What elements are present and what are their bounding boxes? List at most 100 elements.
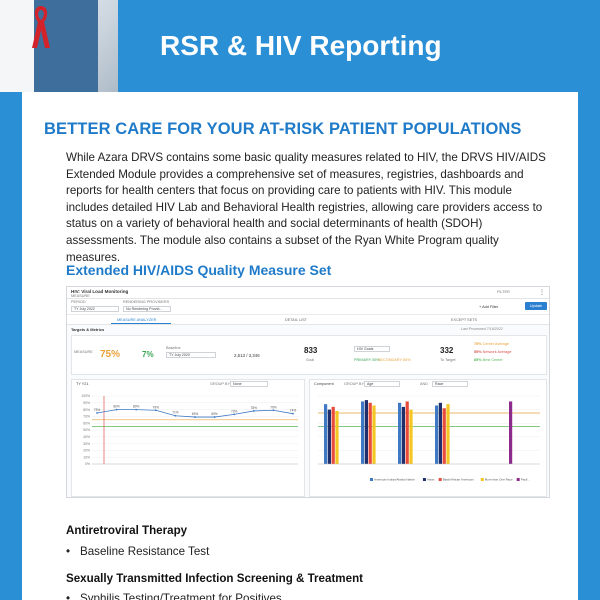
add-filter-button[interactable]: + Add Filter bbox=[479, 305, 499, 309]
legend-label: American Indian/Alaska Native bbox=[374, 478, 415, 482]
bar bbox=[368, 402, 372, 464]
data-label: 69% bbox=[211, 412, 218, 416]
tab-detail-list[interactable]: DETAIL LIST bbox=[285, 318, 307, 322]
baseline-label: Baseline bbox=[166, 346, 181, 350]
trend-point bbox=[96, 412, 98, 414]
hiv-goals-select[interactable]: HIV Goals bbox=[354, 346, 390, 352]
component-panel: Component GROUP BY Age AND Race American… bbox=[309, 379, 547, 497]
bar bbox=[401, 406, 405, 464]
trend-point bbox=[252, 410, 255, 412]
filter-label[interactable]: FILTER bbox=[497, 290, 510, 294]
right-rail bbox=[578, 92, 600, 600]
legend-swatch bbox=[438, 478, 442, 481]
kpi-side-label: MEASURE bbox=[74, 350, 93, 354]
legend-label: Black/African American bbox=[443, 478, 474, 482]
data-label: 80% bbox=[133, 405, 140, 409]
trend-panel-title: TY Y21 bbox=[76, 382, 89, 386]
left-rail bbox=[0, 92, 22, 600]
lead-heading: BETTER CARE FOR YOUR AT-RISK PATIENT POP… bbox=[44, 120, 522, 138]
trend-point bbox=[272, 409, 275, 412]
trend-panel: TY Y21 GROUP BY None 100% 90% 80% 70% 60% 50%… bbox=[71, 379, 305, 497]
component-group-by-select[interactable]: Age bbox=[364, 381, 400, 387]
legend-swatch bbox=[370, 478, 373, 481]
data-label: 80% bbox=[113, 405, 120, 409]
update-button[interactable]: Update bbox=[525, 302, 547, 310]
legend-label: Asian bbox=[427, 478, 435, 482]
bar bbox=[409, 409, 413, 464]
y-tick-label: 30% bbox=[83, 442, 90, 446]
y-tick-label: 40% bbox=[83, 435, 90, 439]
data-label: 69% bbox=[192, 412, 199, 416]
component-and-select[interactable]: Race bbox=[432, 381, 468, 387]
provider-label: RENDERING PROVIDERS bbox=[123, 300, 170, 304]
tab-except-sets[interactable]: EXCEPT SETS bbox=[451, 318, 478, 322]
component-group-by-label: GROUP BY bbox=[344, 382, 364, 386]
secondary-goal: SECONDARY 65% bbox=[378, 358, 411, 362]
period-label: PERIOD bbox=[71, 300, 86, 304]
intro-paragraph: While Azara DRVS contains some basic qua… bbox=[66, 151, 546, 264]
kpi-percent: 75% bbox=[100, 349, 121, 360]
data-label: 74% bbox=[290, 409, 297, 413]
bar bbox=[438, 402, 442, 464]
kpi-row: MEASURE 75% 7% Baseline TY July 2020 2,5… bbox=[71, 335, 547, 375]
data-label: 75% bbox=[94, 408, 101, 412]
category-antiretroviral: Antiretroviral Therapy bbox=[66, 524, 188, 537]
y-tick-label: 70% bbox=[83, 415, 90, 419]
measure-title: HIV: Viral Load Monitoring bbox=[71, 289, 129, 294]
bench-best: 85% Best Center bbox=[474, 358, 503, 362]
trend-point bbox=[115, 408, 118, 411]
category-sti: Sexually Transmitted Infection Screening… bbox=[66, 572, 364, 585]
trend-point bbox=[194, 416, 196, 418]
trend-point bbox=[174, 414, 177, 417]
component-bar-chart: American Indian/Alaska Native Asian Black/… bbox=[318, 395, 540, 482]
kpi-change: 7% bbox=[142, 350, 154, 359]
awareness-ribbon-icon bbox=[32, 6, 50, 48]
target-label: To Target bbox=[440, 358, 456, 362]
bar bbox=[327, 409, 331, 464]
more-icon[interactable]: ⋮ bbox=[539, 290, 545, 296]
trend-line-chart: 100% 90% 80% 70% 60% 50% 40% 30% 20% 10% 0% 75% 80% 8… bbox=[81, 394, 298, 466]
component-title: Component bbox=[314, 382, 334, 386]
legend-swatch bbox=[422, 478, 426, 481]
tab-measure-analyzer[interactable]: MEASURE ANALYZER bbox=[117, 318, 157, 322]
bar bbox=[446, 404, 450, 464]
last-processed: Last Processed 7/18/2022 bbox=[461, 327, 503, 331]
bar bbox=[509, 401, 513, 464]
targets-label: Targets & Metrics bbox=[71, 327, 105, 332]
bar bbox=[372, 405, 376, 464]
component-and-label: AND bbox=[420, 382, 429, 386]
y-tick-label: 0% bbox=[85, 462, 90, 466]
data-label: 78% bbox=[251, 406, 258, 410]
baseline-select[interactable]: TY July 2020 bbox=[166, 352, 216, 358]
legend-swatch bbox=[516, 478, 520, 481]
bar bbox=[324, 404, 328, 464]
bar bbox=[361, 401, 365, 464]
dashboard-filters: PERIOD TY July 2022 RENDERING PROVIDERS … bbox=[67, 299, 549, 315]
bar bbox=[398, 402, 402, 464]
data-label: 79% bbox=[270, 405, 277, 409]
dashboard-screenshot: HIV: Viral Load Monitoring MEASURE FILTE… bbox=[66, 286, 550, 498]
goal-value: 833 bbox=[304, 346, 318, 355]
data-label: 79% bbox=[153, 405, 160, 409]
bench-center: 75% Center Average bbox=[474, 342, 509, 346]
legend-swatch bbox=[480, 478, 484, 481]
dashboard-tabs: MEASURE ANALYZER DETAIL LIST EXCEPT SETS bbox=[67, 315, 549, 325]
doctor-photo bbox=[0, 0, 118, 92]
trend-group-by-select[interactable]: None bbox=[230, 381, 268, 387]
bar bbox=[364, 400, 368, 464]
period-select[interactable]: TY July 2022 bbox=[71, 306, 119, 312]
goal-label: Goal bbox=[306, 358, 315, 362]
trend-point bbox=[213, 416, 216, 418]
trend-point bbox=[154, 409, 157, 412]
dashboard-topbar: HIV: Viral Load Monitoring MEASURE FILTE… bbox=[67, 287, 549, 299]
trend-point bbox=[135, 408, 138, 411]
provider-select[interactable]: No Rendering Provid... bbox=[123, 306, 171, 312]
bar bbox=[435, 405, 439, 464]
y-tick-label: 100% bbox=[81, 394, 90, 398]
data-label: 73% bbox=[231, 409, 238, 413]
y-tick-label: 10% bbox=[83, 455, 90, 459]
primary-goal: PRIMARY 55% bbox=[354, 358, 380, 362]
y-tick-label: 60% bbox=[83, 421, 90, 425]
data-label: 71% bbox=[172, 411, 179, 415]
section-heading: Extended HIV/AIDS Quality Measure Set bbox=[66, 262, 332, 278]
